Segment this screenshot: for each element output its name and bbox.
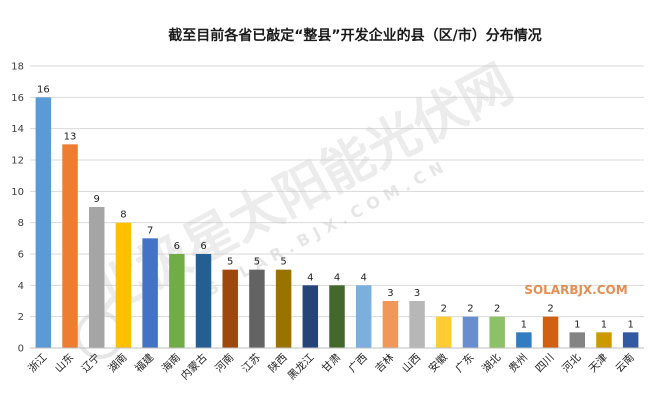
data-label: 9 — [94, 194, 100, 205]
data-label: 16 — [37, 84, 50, 95]
chart-title: 截至目前各省已敲定“整县”开发企业的县（区/市）分布情况 — [168, 27, 542, 44]
bars — [35, 97, 639, 348]
bar — [409, 301, 425, 348]
x-tick-label: 云南 — [613, 351, 637, 375]
data-label: 1 — [521, 319, 527, 330]
data-label: 4 — [334, 272, 340, 283]
data-label: 3 — [387, 288, 393, 299]
data-label: 3 — [414, 288, 420, 299]
bar — [596, 332, 612, 348]
data-label: 8 — [120, 210, 126, 221]
x-tick-label: 甘肃 — [319, 351, 343, 375]
bar — [222, 269, 238, 348]
bar — [436, 316, 452, 348]
bar — [489, 316, 505, 348]
bar — [88, 207, 105, 348]
x-tick-label: 福建 — [132, 351, 156, 375]
data-label: 2 — [547, 304, 553, 315]
bar — [329, 285, 345, 348]
x-tick-label: 河南 — [212, 351, 236, 375]
bar — [249, 269, 265, 348]
y-tick-label: 8 — [18, 218, 24, 229]
y-tick-label: 4 — [18, 281, 24, 292]
bar — [542, 316, 559, 348]
data-label: 6 — [174, 241, 180, 252]
data-label: 6 — [200, 241, 206, 252]
y-tick-label: 14 — [11, 124, 24, 135]
data-label: 13 — [64, 131, 77, 142]
y-tick-label: 16 — [11, 93, 24, 104]
x-tick-label: 山西 — [400, 352, 423, 375]
data-label: 2 — [441, 304, 447, 315]
y-tick-label: 2 — [18, 312, 24, 323]
bar — [622, 332, 639, 348]
x-tick-label: 天津 — [587, 351, 611, 375]
x-tick-label: 河北 — [560, 351, 584, 375]
x-tick-label: 安徽 — [426, 351, 450, 375]
data-label: 5 — [280, 257, 286, 268]
data-label: 1 — [627, 319, 633, 330]
watermark: 北极星太阳能光伏网 SOLAR.BJX.COM.CN SOLARBJX.COM — [76, 54, 628, 359]
bar — [462, 316, 479, 348]
bar — [516, 332, 532, 348]
x-tick-label: 四川 — [533, 352, 556, 375]
bar — [115, 222, 132, 348]
data-label: 7 — [147, 225, 153, 236]
x-tick-label: 内蒙古 — [178, 351, 209, 382]
data-label: 2 — [467, 304, 473, 315]
bar — [195, 254, 212, 348]
x-tick-label: 广东 — [453, 351, 477, 375]
y-tick-label: 18 — [11, 62, 24, 73]
bar — [355, 285, 372, 348]
x-tick-label: 山东 — [52, 351, 76, 375]
gridlines — [30, 65, 644, 318]
x-tick-label: 吉林 — [372, 351, 396, 375]
bar — [382, 301, 399, 348]
x-tick-label: 陕西 — [266, 351, 290, 375]
data-labels: 16 13 9 8 7 6 6 5 5 5 4 4 4 3 3 2 2 2 1 2 1 1 1 — [37, 84, 634, 330]
x-tick-label: 浙江 — [26, 351, 50, 375]
bar — [35, 97, 52, 348]
data-label: 1 — [601, 319, 607, 330]
data-label: 5 — [254, 257, 260, 268]
x-tick-label: 广西 — [346, 352, 369, 375]
y-tick-label: 0 — [18, 344, 24, 355]
x-tick-label: 辽宁 — [79, 351, 103, 375]
x-tick-label: 贵州 — [506, 351, 530, 375]
x-tick-label: 黑龙江 — [285, 351, 317, 383]
bar — [169, 254, 185, 348]
data-label: 4 — [307, 272, 313, 283]
y-tick-label: 10 — [11, 187, 24, 198]
bar — [569, 332, 586, 348]
data-label: 5 — [227, 257, 233, 268]
bar — [302, 285, 319, 348]
bar — [275, 269, 292, 348]
bar — [62, 144, 78, 348]
bar — [142, 238, 158, 348]
x-tick-label: 湖北 — [480, 351, 504, 375]
data-label: 1 — [574, 319, 580, 330]
data-label: 2 — [494, 304, 500, 315]
x-tick-label: 海南 — [159, 351, 183, 375]
y-tick-label: 12 — [11, 156, 24, 167]
watermark-corner: SOLARBJX.COM — [524, 283, 627, 297]
x-tick-label: 江苏 — [239, 351, 263, 375]
data-label: 4 — [361, 272, 367, 283]
y-tick-label: 6 — [18, 250, 24, 261]
